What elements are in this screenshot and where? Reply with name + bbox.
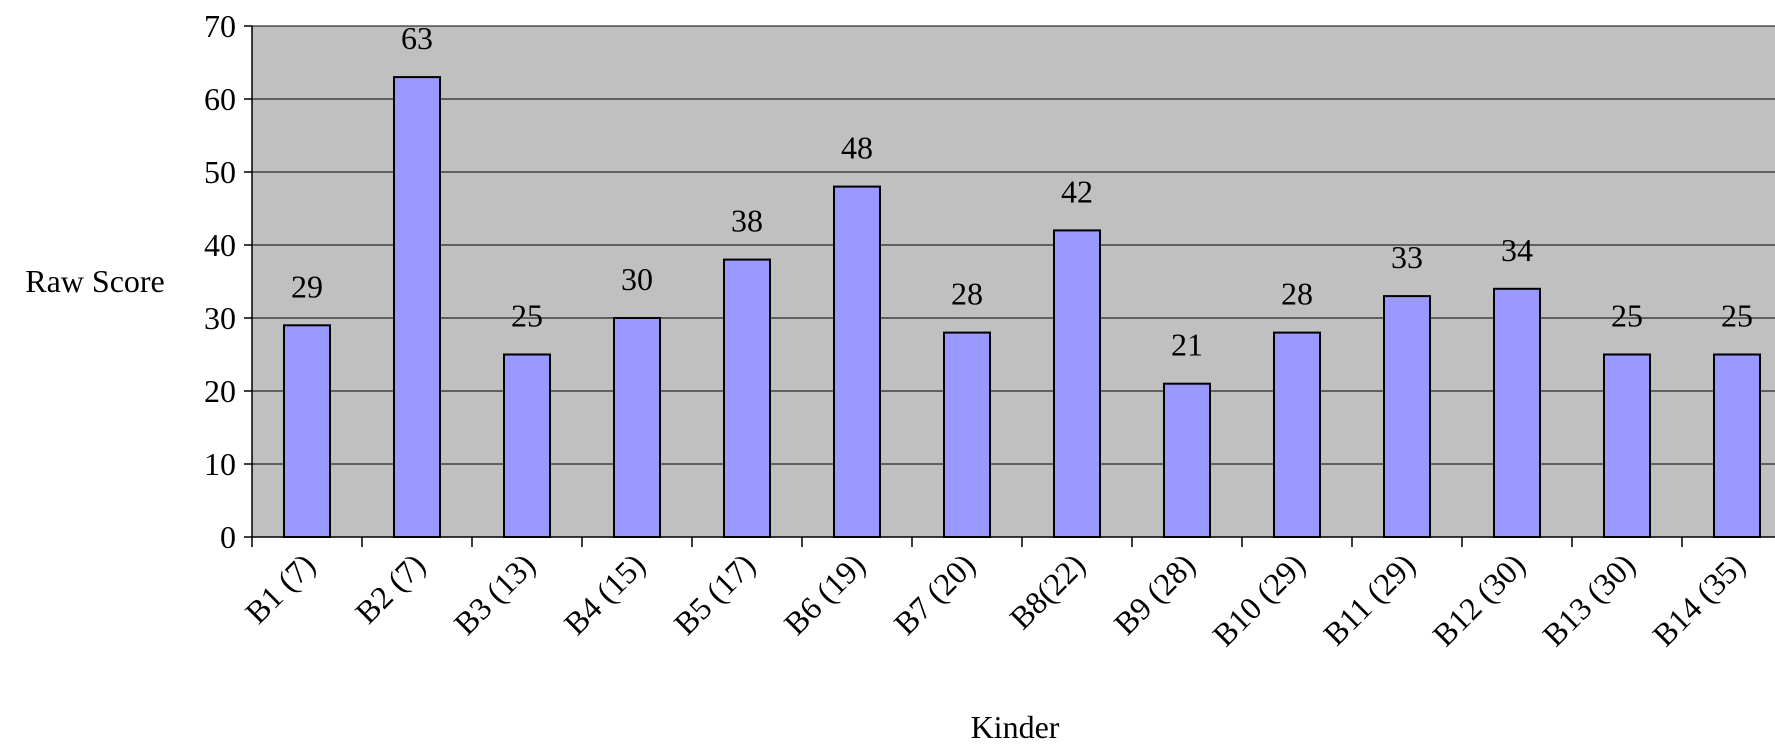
x-tick-label: B9 (28) bbox=[1107, 546, 1202, 641]
y-tick-label: 0 bbox=[220, 519, 236, 555]
data-label: 38 bbox=[731, 203, 763, 239]
bar bbox=[723, 258, 771, 538]
y-tick-label: 60 bbox=[204, 81, 236, 117]
y-tick-label: 50 bbox=[204, 154, 236, 190]
bar bbox=[1273, 331, 1321, 538]
data-label: 34 bbox=[1501, 232, 1533, 268]
x-tick-label: B14 (35) bbox=[1645, 546, 1752, 653]
y-axis: 0 10 20 30 40 50 60 70 bbox=[204, 8, 253, 555]
data-label: 33 bbox=[1391, 239, 1423, 275]
plot-area-background bbox=[252, 26, 1775, 537]
x-tick-label: B3 (13) bbox=[447, 546, 542, 641]
data-label: 25 bbox=[1721, 298, 1753, 334]
x-tick-label: B1 (7) bbox=[238, 546, 322, 630]
bar bbox=[613, 317, 661, 538]
x-tick-label: B6 (19) bbox=[777, 546, 872, 641]
bar bbox=[943, 331, 991, 538]
bar bbox=[1603, 353, 1651, 538]
x-axis-title: Kinder bbox=[971, 709, 1060, 745]
y-axis-title: Raw Score bbox=[25, 263, 165, 299]
bar bbox=[503, 353, 551, 538]
data-label: 63 bbox=[401, 20, 433, 56]
x-tick-label: B2 (7) bbox=[348, 546, 432, 630]
y-tick-label: 20 bbox=[204, 373, 236, 409]
x-tick-label: B7 (20) bbox=[887, 546, 982, 641]
x-tick-label: B12 (30) bbox=[1425, 546, 1532, 653]
bars bbox=[283, 76, 1761, 539]
bar bbox=[393, 76, 441, 538]
bar bbox=[1493, 287, 1541, 538]
bar bbox=[283, 324, 331, 538]
x-tick-label: B11 (29) bbox=[1316, 546, 1422, 652]
bar bbox=[1053, 229, 1101, 538]
data-label: 28 bbox=[951, 276, 983, 312]
bar bbox=[1163, 382, 1211, 539]
y-tick-label: 40 bbox=[204, 227, 236, 263]
x-tick-label: B5 (17) bbox=[667, 546, 762, 641]
data-label: 25 bbox=[511, 298, 543, 334]
data-label: 30 bbox=[621, 261, 653, 297]
data-label: 21 bbox=[1171, 327, 1203, 363]
x-tick-label: B10 (29) bbox=[1205, 546, 1312, 653]
data-label: 25 bbox=[1611, 298, 1643, 334]
data-label: 42 bbox=[1061, 173, 1093, 209]
bar bbox=[1383, 295, 1431, 538]
x-tick-label: B13 (30) bbox=[1535, 546, 1642, 653]
y-tick-label: 30 bbox=[204, 300, 236, 336]
bar bbox=[833, 185, 881, 538]
x-axis: B1 (7) B2 (7) B3 (13) B4 (15) B5 (17) B6 (19)… bbox=[238, 536, 1775, 653]
bar bbox=[1713, 353, 1761, 538]
data-label: 28 bbox=[1281, 276, 1313, 312]
x-tick-label: B8(22) bbox=[1002, 546, 1092, 636]
data-label: 48 bbox=[841, 130, 873, 166]
y-tick-label: 10 bbox=[204, 446, 236, 482]
data-label: 29 bbox=[291, 268, 323, 304]
data-labels: 29 63 25 30 38 48 28 42 21 28 33 34 25 25 bbox=[291, 20, 1753, 363]
x-tick-label: B4 (15) bbox=[557, 546, 652, 641]
y-tick-label: 70 bbox=[204, 8, 236, 44]
